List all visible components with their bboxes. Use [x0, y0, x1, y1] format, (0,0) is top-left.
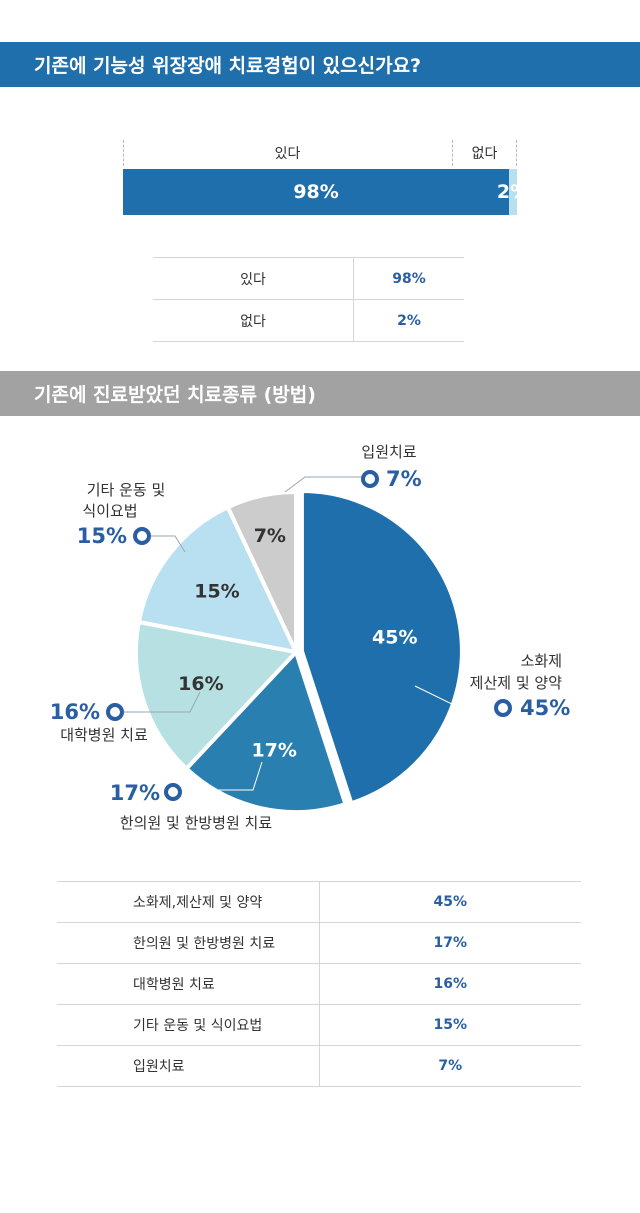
table-cell-value: 98%: [353, 257, 464, 300]
section-title: 기존에 기능성 위장장애 치료경험이 있으신가요?: [34, 55, 422, 77]
table-row: 있다 98%: [153, 257, 464, 300]
pie-slice-value-label: 17%: [251, 740, 296, 762]
callout-category-label: 식이요법: [82, 502, 137, 520]
divider-dash: [123, 140, 124, 166]
pie-slice: [134, 619, 300, 772]
table-row: 소화제,제산제 및 양약 45%: [57, 881, 581, 923]
section-title: 기존에 진료받았던 치료종류 (방법): [34, 384, 316, 406]
table-cell-label: 입원치료: [57, 1045, 320, 1087]
table-cell-label: 없다: [153, 299, 354, 342]
treatment-table: 소화제,제산제 및 양약 45% 한의원 및 한방병원 치료 17% 대학병원 …: [57, 881, 581, 1087]
bar-segment-no: 2%: [497, 169, 529, 215]
pie-slice: [225, 489, 298, 653]
section-header-treatment-types: 기존에 진료받았던 치료종류 (방법): [0, 371, 640, 416]
table-cell-value: 16%: [319, 963, 581, 1005]
stacked-bar: 98% 2%: [123, 169, 529, 215]
pie-slice: [136, 504, 300, 655]
experience-table: 있다 98% 없다 2%: [153, 257, 464, 342]
table-cell-label: 있다: [153, 257, 354, 300]
table-row: 기타 운동 및 식이요법 15%: [57, 1004, 581, 1046]
category-label-yes: 있다: [274, 146, 301, 162]
pie-slice-value-label: 16%: [178, 673, 223, 695]
stacked-bar-category-labels: 있다 없다: [123, 138, 517, 168]
callout-category-label: 대학병원 치료: [60, 726, 148, 744]
table-row: 없다 2%: [153, 299, 464, 342]
table-row: 입원치료 7%: [57, 1045, 581, 1087]
callout-category-label: 기타 운동 및: [87, 481, 166, 499]
table-cell-label: 한의원 및 한방병원 치료: [57, 922, 320, 964]
table-cell-value: 17%: [319, 922, 581, 964]
pie-slice: [183, 648, 348, 814]
bar-segment-yes: 98%: [123, 169, 510, 215]
callout-category-label: 입원치료: [361, 443, 416, 461]
callout-leader-line: [284, 476, 365, 493]
bar-value-label-yes: 98%: [293, 181, 339, 203]
table-cell-label: 대학병원 치료: [57, 963, 320, 1005]
table-row: 한의원 및 한방병원 치료 17%: [57, 922, 581, 964]
callout-value-label: 7%: [386, 467, 422, 491]
pie-slice-value-label: 45%: [372, 626, 417, 648]
callout-leader-line: [120, 691, 201, 713]
table-row: 대학병원 치료 16%: [57, 963, 581, 1005]
callout-marker-icon: [494, 699, 512, 717]
callout-marker-icon: [164, 783, 182, 801]
callout-category-label: 제산제 및 양약: [470, 674, 563, 692]
category-label-no: 없다: [471, 146, 498, 162]
callout-category-label: 소화제: [521, 652, 562, 670]
callout-value-label: 45%: [520, 696, 570, 720]
callout-category-label: 한의원 및 한방병원 치료: [120, 814, 273, 832]
bar-value-label-no: 2%: [496, 181, 530, 203]
pie-slice-value-label: 7%: [254, 525, 286, 547]
table-cell-value: 7%: [319, 1045, 581, 1087]
section-header-experience: 기존에 기능성 위장장애 치료경험이 있으신가요?: [0, 42, 640, 87]
table-cell-label: 소화제,제산제 및 양약: [57, 881, 320, 923]
callout-marker-icon: [133, 527, 151, 545]
table-cell-value: 2%: [353, 299, 464, 342]
callout-value-label: 17%: [110, 781, 160, 805]
callout-marker-icon: [361, 470, 379, 488]
callout-leader-line: [414, 685, 502, 709]
pie-slice-value-label: 15%: [194, 581, 239, 603]
callout-leader-line: [176, 761, 263, 791]
divider-dash: [516, 140, 517, 166]
table-cell-label: 기타 운동 및 식이요법: [57, 1004, 320, 1046]
divider-dash: [452, 140, 453, 166]
pie-slice: [299, 489, 464, 806]
callout-marker-icon: [106, 703, 124, 721]
table-cell-value: 15%: [319, 1004, 581, 1046]
table-cell-value: 45%: [319, 881, 581, 923]
callout-value-label: 16%: [50, 700, 100, 724]
callout-leader-line: [145, 535, 186, 553]
callout-value-label: 15%: [77, 524, 127, 548]
